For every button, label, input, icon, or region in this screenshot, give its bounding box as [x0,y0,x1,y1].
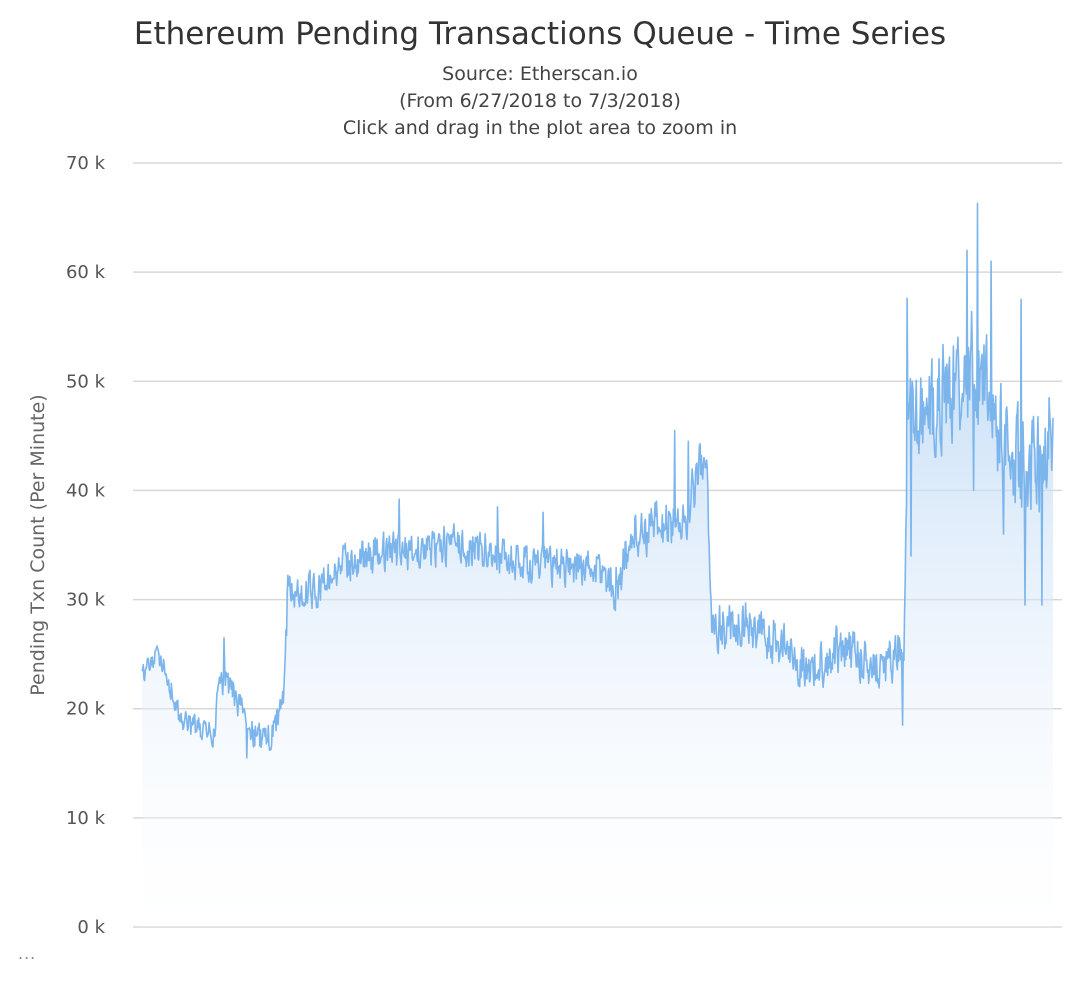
y-tick-label: 40 k [66,480,106,501]
y-tick-label: 60 k [66,262,106,283]
y-tick-label: 20 k [66,699,106,720]
y-tick-label: 10 k [66,808,106,829]
context-menu-button[interactable]: ... [18,944,37,963]
series-area-fill [142,203,1053,927]
y-tick-label: 50 k [66,371,106,392]
chart-subtitle-zoom-hint: Click and drag in the plot area to zoom … [343,117,737,139]
y-tick-label: 0 k [77,917,105,938]
y-axis-title: Pending Txn Count (Per Minute) [27,394,49,695]
y-axis-tick-labels: 0 k 10 k 20 k 30 k 40 k 50 k 60 k 70 k [66,153,106,938]
chart-subtitle-source: Source: Etherscan.io [442,63,638,85]
y-tick-label: 70 k [66,153,106,174]
plot-area[interactable] [141,202,1054,927]
series-line[interactable] [141,202,1054,759]
chart-title: Ethereum Pending Transactions Queue - Ti… [134,16,946,52]
chart-subtitle-range: (From 6/27/2018 to 7/3/2018) [399,90,681,112]
y-tick-label: 30 k [66,590,106,611]
